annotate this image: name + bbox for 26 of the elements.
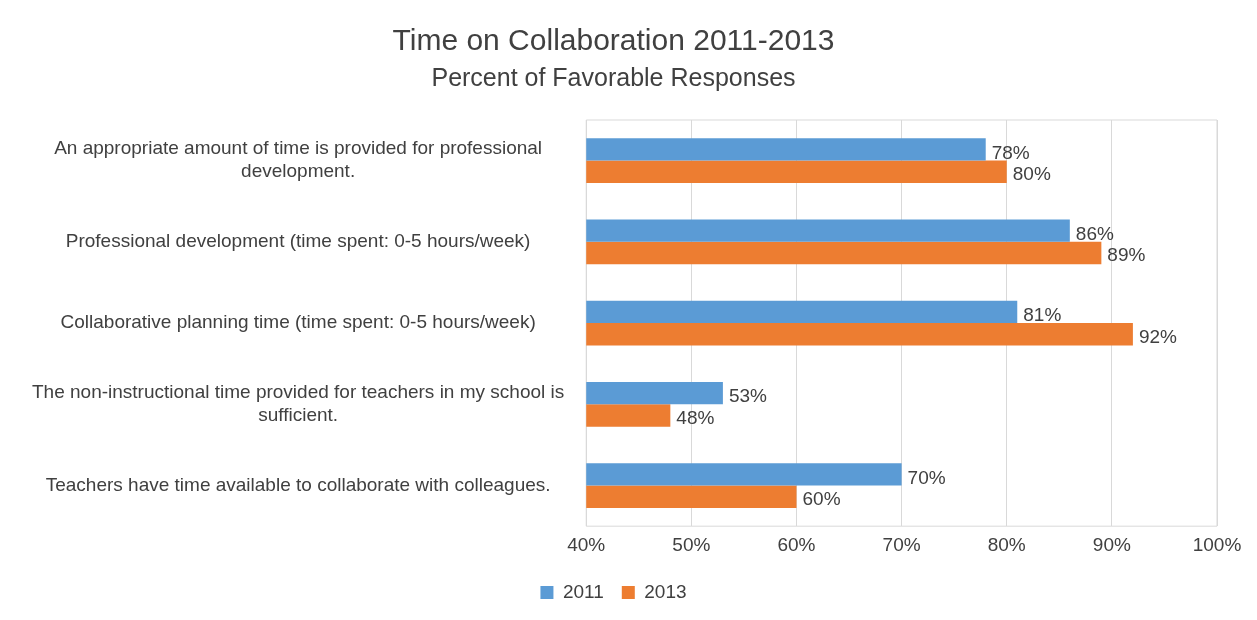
x-tick-label: 70%: [882, 533, 921, 555]
data-label: 92%: [1138, 325, 1178, 347]
data-label: 81%: [1023, 304, 1062, 326]
y-tick-label: Collaborative planning time (time spent: 0-5 hours/week): [60, 311, 536, 333]
data-label: 48%: [676, 406, 715, 428]
data-label: 60%: [802, 487, 841, 509]
y-tick-label: Professional development (time spent: 0-5 hours/week): [65, 230, 531, 252]
data-label: 70%: [907, 466, 946, 488]
data-label: 78%: [991, 141, 1030, 163]
x-tick-label: 100%: [1192, 533, 1242, 555]
chart-title: Time on Collaboration 2011-2013: [392, 23, 835, 57]
y-tick-label: An appropriate amount of time is provided for professional development.: [54, 137, 543, 182]
x-tick-label: 50%: [672, 533, 711, 555]
data-label: 53%: [728, 385, 768, 407]
y-tick-label: Teachers have time available to collaborate with colleagues.: [45, 473, 551, 495]
x-tick-label: 80%: [987, 533, 1026, 555]
legend-label: 2013: [644, 580, 687, 602]
data-label: 80%: [1012, 163, 1051, 185]
data-label: 89%: [1107, 244, 1146, 266]
legend-label: 2011: [562, 580, 604, 602]
x-tick-label: 40%: [567, 533, 606, 555]
y-tick-label: The non-instructional time provided for teachers in my school is sufficient.: [32, 381, 565, 425]
x-tick-label: 60%: [777, 533, 816, 555]
chart-subtitle: Percent of Favorable Responses: [431, 62, 796, 91]
x-tick-label: 90%: [1092, 533, 1131, 555]
data-label: 86%: [1075, 222, 1114, 244]
